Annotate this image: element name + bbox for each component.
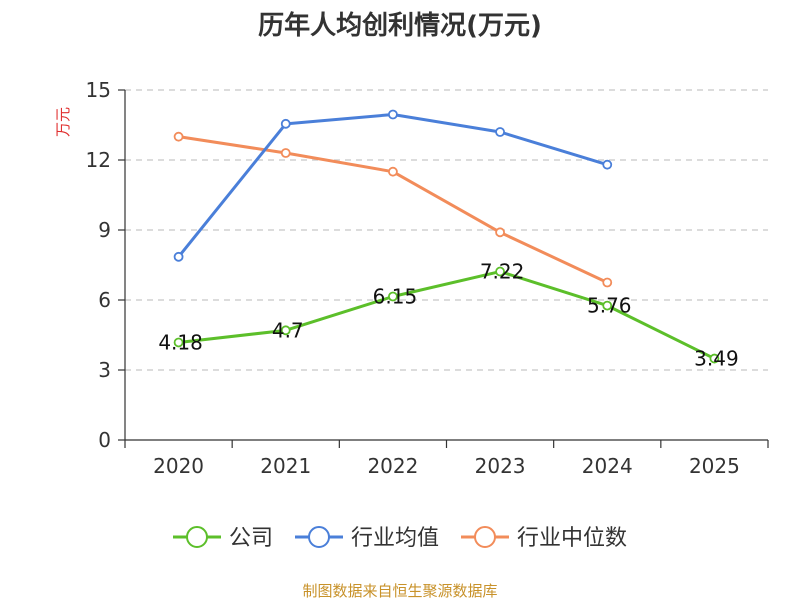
legend-item[interactable]: 行业均值: [295, 526, 439, 551]
data-point-公司[interactable]: [173, 337, 184, 348]
source-note: 制图数据来自恒生聚源数据库: [302, 582, 497, 600]
x-tick-label: 2021: [260, 454, 311, 478]
data-point-公司[interactable]: [388, 291, 398, 302]
y-tick-label: 3: [98, 358, 111, 382]
x-tick-label: 2023: [475, 454, 526, 478]
legend-marker: [474, 526, 496, 548]
x-tick-label: 2025: [689, 454, 740, 478]
data-point-行业中位数[interactable]: [495, 227, 505, 238]
data-point-行业中位数[interactable]: [280, 148, 291, 158]
data-label: 5.76: [587, 294, 632, 318]
data-point-行业均值[interactable]: [495, 127, 505, 137]
data-point-行业中位数[interactable]: [173, 131, 184, 142]
y-tick-label: 0: [98, 428, 111, 452]
legend-label: 公司: [229, 526, 273, 551]
y-ticks: 0 3 6 9 12 15: [86, 78, 125, 452]
legend-marker: [308, 526, 330, 548]
x-tick-label: 2024: [582, 454, 633, 478]
data-point-公司[interactable]: [709, 353, 720, 364]
series-layer: [173, 109, 720, 364]
series-line-行业中位数: [178, 135, 608, 284]
data-point-行业均值[interactable]: [280, 118, 291, 129]
data-point-行业均值[interactable]: [602, 159, 613, 170]
grid-lines: [125, 89, 768, 371]
x-tick-label: 2020: [153, 454, 204, 478]
data-label: 3.49: [694, 347, 739, 371]
data-point-行业中位数[interactable]: [388, 166, 398, 177]
legend-item[interactable]: 公司: [173, 526, 273, 551]
x-ticks: 2020 2021 2022 2023 2024 2025: [124, 440, 769, 478]
x-tick-label: 2022: [367, 454, 418, 478]
legend-label: 行业均值: [351, 526, 439, 551]
y-tick-label: 9: [98, 218, 111, 242]
data-point-行业均值[interactable]: [173, 251, 184, 262]
data-point-公司[interactable]: [280, 325, 291, 336]
data-point-行业均值[interactable]: [388, 109, 398, 120]
data-label: 6.15: [373, 285, 418, 309]
chart-title: 历年人均创利情况(万元): [258, 10, 542, 41]
y-axis-label: 万元: [54, 107, 72, 137]
legend-label: 行业中位数: [517, 526, 627, 551]
data-point-公司[interactable]: [495, 266, 505, 277]
data-label: 7.22: [480, 260, 525, 284]
data-label: 4.7: [272, 318, 304, 342]
legend-marker: [186, 526, 208, 548]
data-label: 4.18: [158, 330, 203, 354]
series-line-行业均值: [177, 113, 608, 258]
data-labels: 4.18 4.7 6.15 7.22 5.76 3.49: [158, 260, 738, 371]
legend-item[interactable]: 行业中位数: [461, 526, 627, 551]
data-point-公司[interactable]: [602, 300, 613, 311]
y-tick-label: 15: [86, 78, 111, 102]
legend[interactable]: 公司 行业均值 行业中位数: [173, 526, 627, 551]
y-tick-label: 6: [98, 288, 111, 312]
y-tick-label: 12: [86, 148, 111, 172]
data-point-行业中位数[interactable]: [602, 277, 613, 288]
series-line-公司: [178, 270, 716, 360]
